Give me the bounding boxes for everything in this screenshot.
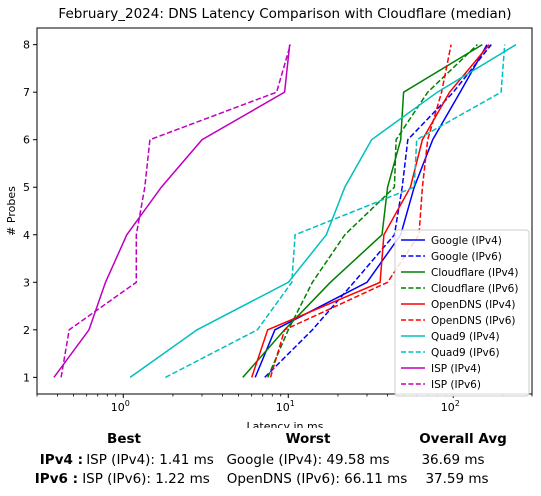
ipv6-best: ISP (IPv6): 1.22 ms	[82, 471, 210, 487]
legend-label: Cloudflare (IPv4)	[431, 267, 518, 279]
series-line-9	[60, 44, 292, 378]
header-best: Best	[107, 431, 141, 447]
summary-table: Best Worst Overall Avg IPv4 : ISP (IPv4)…	[0, 428, 541, 496]
axes: 1 2 3 4 5 6 7 8 100 101 102	[23, 39, 533, 414]
x-tick-label: 100	[111, 399, 130, 414]
ipv4-best: ISP (IPv4): 1.41 ms	[86, 452, 214, 468]
plot-area	[53, 43, 517, 379]
y-tick-label: 3	[23, 276, 30, 289]
y-tick-label: 1	[23, 371, 30, 384]
legend-label: Google (IPv6)	[431, 251, 502, 263]
ipv6-worst: OpenDNS (IPv6): 66.11 ms	[226, 471, 408, 487]
y-axis-label: # Probes	[5, 186, 18, 236]
y-tick-label: 7	[23, 86, 30, 99]
latency-chart: February_2024: DNS Latency Comparison wi…	[5, 6, 533, 428]
legend-label: Quad9 (IPv4)	[431, 331, 500, 343]
series-line-4	[250, 44, 490, 378]
x-tick-label: 101	[276, 399, 295, 414]
legend-label: Google (IPv4)	[431, 235, 502, 247]
header-overall-avg: Overall Avg	[419, 431, 507, 447]
y-tick-label: 6	[23, 134, 30, 147]
ipv4-overall: 36.69 ms	[421, 452, 485, 468]
legend-box	[394, 229, 530, 397]
series-line-6	[129, 43, 517, 379]
ipv4-worst: Google (IPv4): 49.58 ms	[226, 452, 390, 468]
series-line-8	[53, 44, 291, 378]
legend-label: ISP (IPv4)	[431, 363, 481, 375]
y-tick-label: 5	[23, 181, 30, 194]
chart-title: February_2024: DNS Latency Comparison wi…	[58, 6, 511, 22]
legend-label: OpenDNS (IPv4)	[431, 299, 516, 311]
x-axis-label: Latency in ms	[247, 420, 324, 428]
ipv6-overall: 37.59 ms	[425, 471, 489, 487]
legend-label: Quad9 (IPv6)	[431, 347, 500, 359]
y-tick-label: 2	[23, 324, 30, 337]
header-worst: Worst	[285, 431, 331, 447]
legend-label: OpenDNS (IPv6)	[431, 315, 516, 327]
y-tick-label: 4	[23, 229, 30, 242]
x-tick-label: 102	[441, 399, 460, 414]
row-label-ipv6: IPv6 :	[34, 471, 78, 487]
plot-frame	[36, 27, 533, 395]
legend-label: ISP (IPv6)	[431, 379, 481, 391]
legend-label: Cloudflare (IPv6)	[431, 283, 518, 295]
series-line-3	[267, 44, 478, 378]
series-line-0	[254, 44, 488, 378]
series-line-7	[165, 44, 506, 379]
series-line-5	[269, 44, 452, 378]
y-tick-label: 8	[23, 39, 30, 52]
legend: Google (IPv4) Google (IPv6) Cloudflare (IP…	[394, 229, 530, 397]
row-label-ipv4: IPv4 :	[39, 452, 83, 468]
